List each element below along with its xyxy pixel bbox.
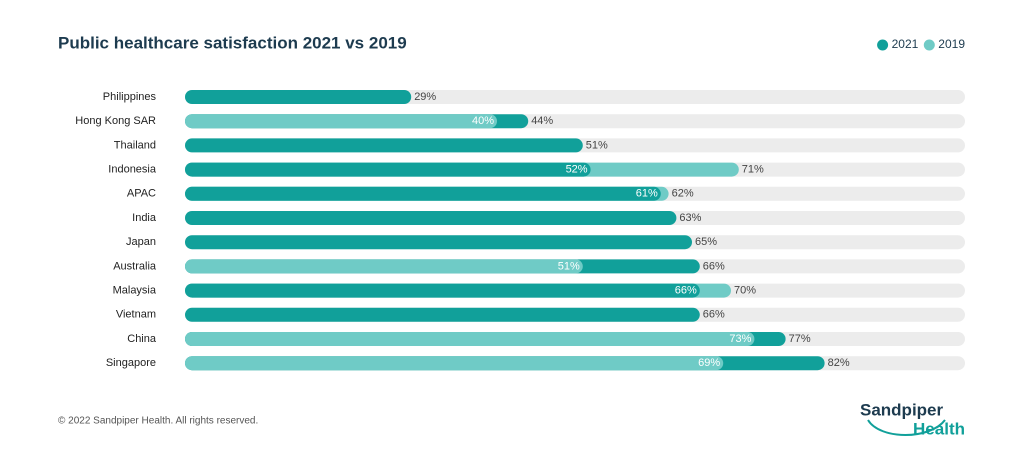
value-label: 77% [789,333,811,345]
bar [185,90,412,104]
value-label: 82% [828,357,850,369]
value-label: 73% [729,333,751,345]
y-tick-label: Australia [113,260,157,272]
logo-text: Health [913,419,965,438]
y-tick-label: Indonesia [108,164,157,176]
value-label: 63% [679,212,701,224]
y-tick-label: Philippines [103,91,157,103]
value-label: 69% [698,357,720,369]
value-label: 52% [566,164,588,176]
bar [185,283,700,298]
value-label: 61% [636,188,658,200]
legend-dot [923,39,935,51]
y-tick-label: Malaysia [113,285,157,297]
logo-text: Sandpiper [860,400,944,419]
legend-label: 2021 [892,37,919,51]
y-tick-label: Singapore [106,357,156,369]
value-label: 51% [558,260,580,272]
value-label: 40% [472,115,494,127]
bar [185,211,677,225]
y-tick-label: Japan [126,236,156,248]
value-label: 29% [414,91,436,103]
y-tick-label: Thailand [114,139,156,151]
value-label: 66% [675,285,697,297]
value-label: 51% [586,139,608,151]
bar [185,186,661,201]
y-tick-label: APAC [127,188,156,200]
value-label: 71% [742,164,764,176]
y-tick-label: Hong Kong SAR [75,115,156,127]
legend-label: 2019 [938,37,965,51]
y-tick-label: China [127,333,157,345]
legend-dot [877,39,889,51]
bar [185,307,700,322]
value-label: 70% [734,285,756,297]
y-tick-label: India [132,212,157,224]
bar [185,259,583,274]
value-label: 65% [695,236,717,248]
bar [185,332,755,346]
bar [185,162,591,177]
value-label: 66% [703,260,725,272]
value-label: 44% [531,115,553,127]
bar [185,235,692,250]
value-label: 66% [703,309,725,321]
footer: © 2022 Sandpiper Health. All rights rese… [58,416,258,427]
y-tick-label: Vietnam [116,309,156,321]
bar [185,114,497,129]
bar [185,356,724,371]
bar [185,138,583,153]
logo-swoosh [867,419,946,436]
chart-title: Public healthcare satisfaction 2021 vs 2… [58,33,407,52]
value-label: 62% [672,188,694,200]
